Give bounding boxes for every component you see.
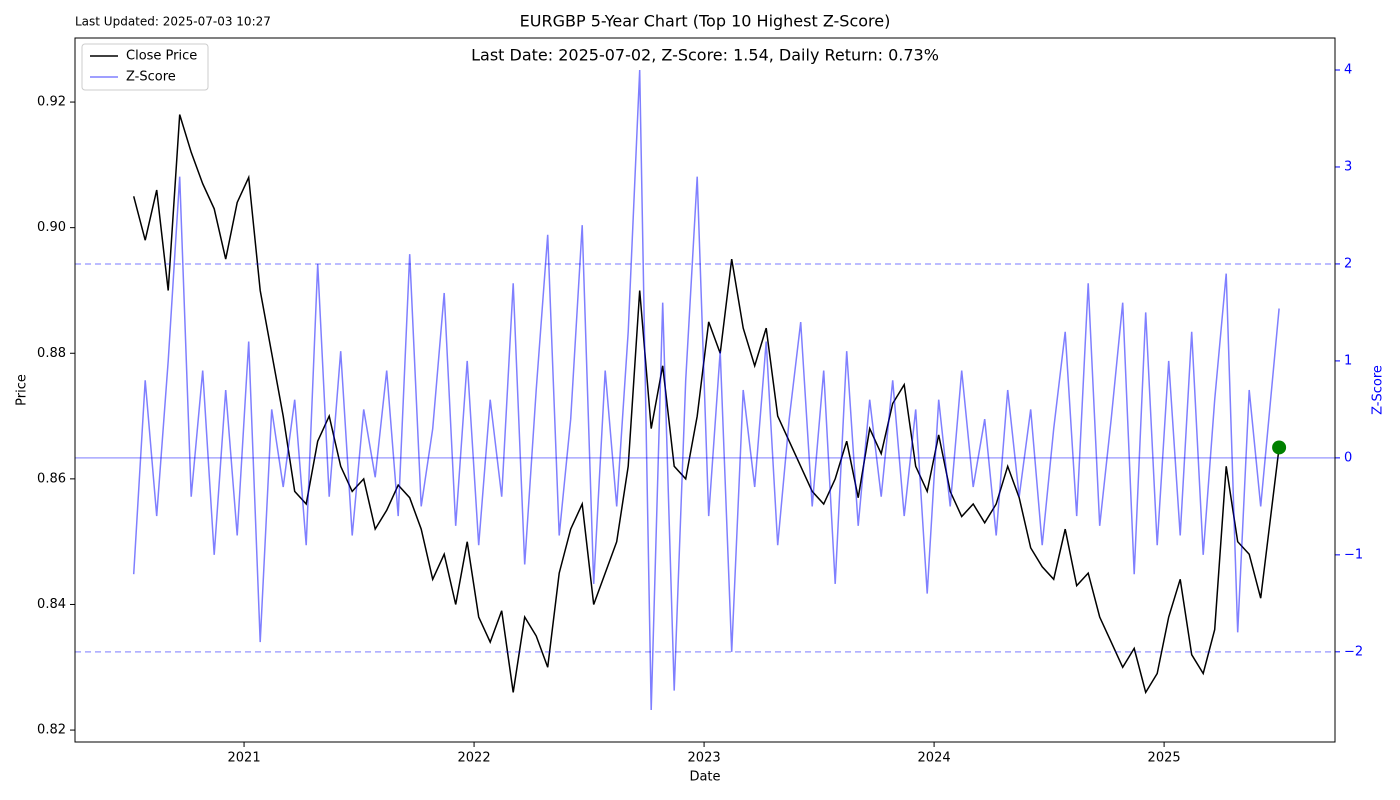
- last-updated: Last Updated: 2025-07-03 10:27: [75, 15, 271, 29]
- y-tick-label: 0.86: [37, 471, 66, 486]
- plot-frame: [74, 37, 1336, 743]
- y2-tick-label: −2: [1344, 644, 1363, 659]
- y-axis-label: Price: [15, 374, 30, 406]
- y-tick-label: 0.92: [37, 95, 66, 110]
- series-line: [132, 69, 1280, 711]
- chart-title: EURGBP 5-Year Chart (Top 10 Highest Z-Sc…: [520, 12, 891, 31]
- legend-label: Close Price: [126, 49, 197, 64]
- x-tick-label: 2024: [918, 751, 951, 766]
- x-axis-label: Date: [689, 770, 720, 785]
- y2-tick-label: 1: [1344, 353, 1352, 368]
- last-point: [1272, 440, 1287, 455]
- x-tick-label: 2022: [458, 751, 491, 766]
- legend-label: Z-Score: [126, 70, 176, 85]
- y2-tick-label: −1: [1344, 547, 1363, 562]
- y2-tick-label: 3: [1344, 159, 1352, 174]
- y2-tick-label: 2: [1344, 256, 1352, 271]
- y-tick-label: 0.84: [37, 597, 66, 612]
- y-tick-label: 0.82: [37, 723, 66, 738]
- series-line: [132, 114, 1280, 695]
- y-tick-label: 0.90: [37, 220, 66, 235]
- y2-tick-label: 0: [1344, 450, 1352, 465]
- x-tick-label: 2023: [688, 751, 721, 766]
- subtitle: Last Date: 2025-07-02, Z-Score: 1.54, Da…: [471, 46, 939, 65]
- y2-axis-label: Z-Score: [1371, 365, 1386, 415]
- y2-tick-label: 4: [1344, 63, 1352, 78]
- x-tick-label: 2021: [228, 751, 261, 766]
- x-tick-label: 2025: [1148, 751, 1181, 766]
- y-tick-label: 0.88: [37, 346, 66, 361]
